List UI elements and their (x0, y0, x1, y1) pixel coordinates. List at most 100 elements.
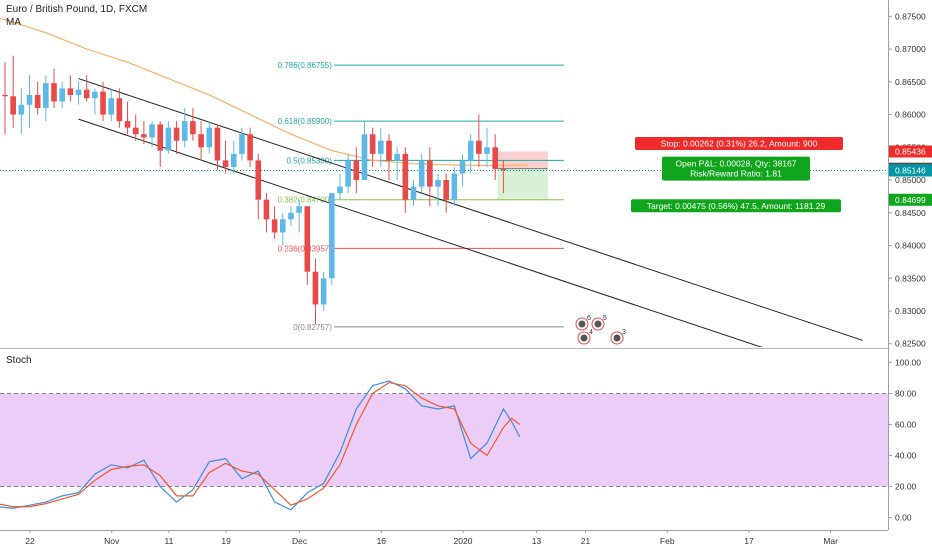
candle-body-59 (484, 147, 490, 154)
time-tick-0: 22 (25, 536, 35, 546)
event-marker-dot-3 (613, 334, 621, 342)
candle-body-44 (361, 134, 368, 181)
stoch-tick-5: 0.00 (895, 513, 912, 523)
channel-line-1 (78, 118, 763, 347)
price-flag-bg-0 (889, 145, 932, 158)
fib-label-0: 0.786(0.86755) (278, 61, 333, 70)
candle-body-12 (100, 91, 106, 115)
candle-body-9 (75, 89, 82, 95)
stoch-band (0, 393, 888, 487)
candle-body-43 (353, 160, 360, 181)
candle-body-24 (198, 134, 204, 148)
candle-body-32 (263, 199, 270, 220)
event-marker-dot-0 (578, 320, 586, 328)
pnl-label: Open P&L: 0.00028, Qty: 38167 (676, 159, 797, 169)
price-flag-3: 0.84699 (895, 195, 926, 205)
candle-body-2 (18, 104, 25, 115)
candle-body-33 (271, 219, 278, 233)
time-tick-5: 16 (377, 536, 387, 546)
candle-body-56 (459, 160, 466, 174)
candle-body-37 (304, 206, 311, 272)
event-marker-label-0: 6 (587, 315, 591, 322)
candle-body-31 (255, 160, 262, 200)
symbol-title[interactable]: Euro / British Pound, 1D, FXCM (6, 4, 148, 15)
candle-body-57 (467, 140, 474, 161)
candle-body-25 (206, 127, 213, 148)
stoch-tick-3: 40.00 (895, 451, 917, 461)
price-flag-0: 0.85436 (895, 147, 926, 157)
candle-body-4 (34, 94, 41, 109)
time-tick-1: Nov (104, 536, 120, 546)
stoch-tick-1: 80.00 (895, 388, 917, 398)
candle-body-41 (337, 186, 343, 194)
time-tick-11: Mar (823, 536, 838, 546)
price-tick-10: 0.82500 (895, 339, 926, 349)
candle-body-42 (345, 160, 351, 187)
candle-body-52 (427, 160, 433, 187)
time-tick-8: 21 (581, 536, 591, 546)
time-tick-4: Dec (292, 536, 308, 546)
ma-indicator-label[interactable]: MA (6, 17, 21, 28)
stoch-indicator-label[interactable]: Stoch (6, 355, 32, 366)
price-tick-7: 0.84000 (895, 241, 926, 251)
time-tick-7: 13 (532, 536, 542, 546)
stoch-tick-2: 60.00 (895, 419, 917, 429)
ratio-label: Risk/Reward Ratio: 1.81 (690, 169, 782, 179)
price-tick-3: 0.86000 (895, 110, 926, 120)
candle-body-15 (124, 121, 131, 128)
event-marker-dot-1 (594, 320, 602, 328)
candle-body-36 (296, 206, 302, 213)
stop-label: Stop: 0.00262 (0.31%) 26.2, Amount: 900 (661, 139, 818, 149)
price-flag-bg-2 (889, 164, 932, 177)
stoch-tick-0: 100.00 (895, 357, 921, 367)
candle-body-13 (108, 98, 115, 115)
candle-body-14 (116, 98, 123, 122)
price-tick-0: 0.87500 (895, 11, 926, 21)
price-tick-5: 0.85000 (895, 175, 926, 185)
stoch-tick-4: 20.00 (895, 482, 917, 492)
event-marker-dot-2 (580, 334, 588, 342)
pnl-label-bg (662, 156, 810, 181)
candle-body-22 (181, 121, 188, 141)
candle-body-18 (149, 124, 155, 138)
candle-body-27 (222, 160, 229, 167)
candle-body-5 (43, 83, 49, 109)
candle-body-35 (288, 212, 294, 220)
price-tick-2: 0.86500 (895, 77, 926, 87)
candle-body-20 (165, 127, 172, 151)
candle-body-16 (132, 127, 139, 135)
candle-body-55 (451, 173, 458, 200)
event-marker-label-2: 4 (589, 329, 593, 336)
candle-body-10 (83, 89, 90, 99)
target-label-bg (631, 199, 841, 213)
fib-label-2: 0.5(0.85300) (287, 156, 333, 165)
candle-body-53 (435, 180, 441, 187)
stoch-pane (0, 380, 888, 511)
candle-body-29 (239, 134, 245, 154)
target-zone (497, 168, 548, 200)
candle-body-0 (2, 94, 8, 97)
stoch-d-line (0, 381, 521, 508)
fib-label-5: 0(0.82757) (293, 323, 332, 332)
event-marker-label-3: 3 (622, 329, 626, 336)
candle-body-51 (418, 160, 425, 187)
candle-body-17 (141, 134, 147, 138)
price-tick-9: 0.83000 (895, 306, 926, 316)
time-tick-9: Feb (660, 536, 675, 546)
candle-body-23 (190, 121, 196, 135)
candle-body-21 (173, 127, 180, 141)
time-tick-3: 19 (221, 536, 231, 546)
fib-label-3: 0.382(0.84700) (278, 196, 333, 205)
candle-body-39 (320, 278, 327, 305)
candle-body-7 (59, 88, 65, 102)
price-tick-1: 0.87000 (895, 44, 926, 54)
candle-body-26 (214, 127, 221, 161)
price-pane: 0.786(0.86755) 0.618(0.85900) 0.5(0.85300)… (0, 18, 888, 347)
candle-body-1 (10, 96, 16, 115)
moving-average-line (0, 18, 528, 167)
price-tick-8: 0.83500 (895, 273, 926, 283)
candle-body-60 (492, 147, 498, 169)
candle-body-61 (500, 168, 507, 171)
price-flag-bg-3 (889, 193, 932, 206)
